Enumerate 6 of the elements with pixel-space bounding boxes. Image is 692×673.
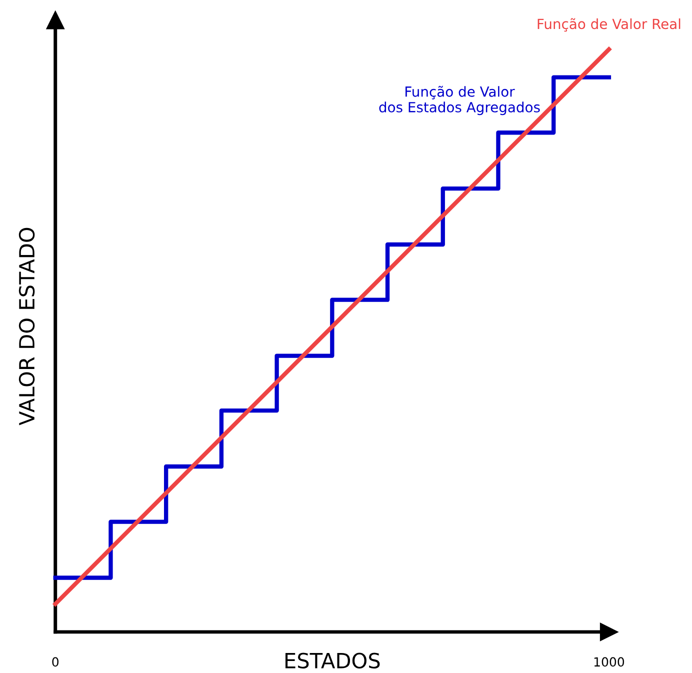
series-label: Função de Valor dos Estados Agregados [379,86,540,116]
x-axis-title: ESTADOS [285,652,380,669]
x-tick-label: 1000 [594,657,624,667]
series-label: Função de Valor Real [538,18,680,32]
y-axis-title: VALOR DO ESTADO [18,228,35,426]
x-tick-label: 0 [52,657,59,667]
